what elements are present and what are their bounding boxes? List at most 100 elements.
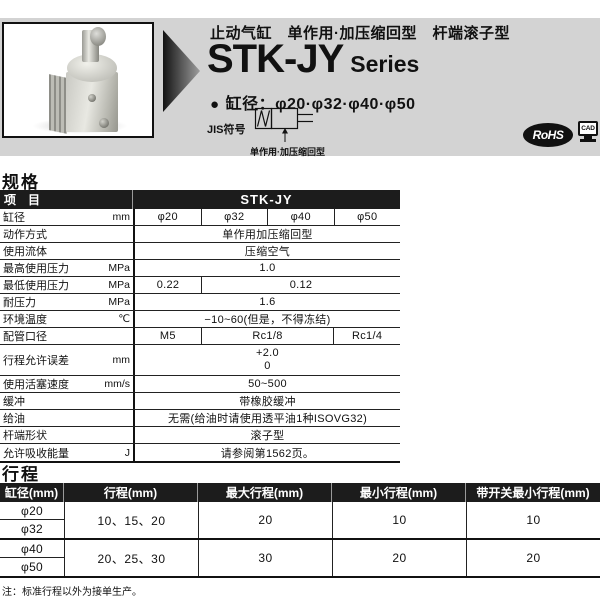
- spec-row-label: 缓冲: [3, 396, 25, 408]
- stroke-value-cell: 10: [332, 502, 466, 538]
- series-title: STK-JY Series: [207, 36, 419, 82]
- spec-row: 使用活塞速度 mm/s 50~500: [0, 376, 400, 393]
- spec-value-line: +2.0: [256, 347, 279, 359]
- spec-value-cell: φ32: [202, 209, 268, 225]
- spec-value-cell: Rc1/8: [202, 328, 335, 344]
- stroke-header-cell: 缸径(mm): [0, 483, 64, 502]
- spec-row-values: φ20 φ32 φ40 φ50: [133, 209, 400, 225]
- spec-header-series: STK-JY: [240, 192, 293, 207]
- stroke-table-header: 缸径(mm) 行程(mm) 最大行程(mm) 最小行程(mm) 带开关最小行程(mm): [0, 483, 600, 502]
- stroke-bore-cell: φ32: [20, 522, 44, 536]
- stroke-value-cell: 20、25、30: [64, 540, 198, 576]
- jis-label: JIS符号: [207, 124, 246, 136]
- spec-row-unit: MPa: [108, 279, 130, 291]
- series-word: Series: [350, 51, 420, 77]
- jis-cylinder-symbol-icon: [254, 107, 313, 142]
- spec-table-body: 缸径 mm φ20 φ32 φ40 φ50 动作方式 单作用加压缩回型 使用流体 压缩空气 最高使用…: [0, 209, 400, 461]
- spec-row: 允许吸收能量 J 请参阅第1562页。: [0, 444, 400, 461]
- spec-value-cell: 1.6: [259, 296, 276, 308]
- spec-row: 给油 无需(给油时请使用透平油1种ISOVG32): [0, 410, 400, 427]
- spec-row-label: 使用流体: [3, 246, 47, 258]
- stroke-bore-column: φ40 φ50: [0, 540, 64, 576]
- spec-value-line: 0: [264, 360, 271, 372]
- spec-value-cell: −10~60(但是，不得冻结): [204, 314, 331, 326]
- spec-value-cell: φ40: [268, 209, 335, 225]
- spec-row-label: 配管口径: [3, 331, 47, 343]
- stroke-value-cell: 20: [466, 540, 600, 576]
- spec-row-label: 使用活塞速度: [3, 379, 69, 391]
- spec-section-title: 规格: [2, 173, 40, 192]
- cad-monitor-stand: [584, 136, 592, 139]
- spec-row-values: 1.6: [133, 294, 400, 310]
- stroke-table-body: φ20 φ32 10、15、20 20 10 10 φ40 φ50 20、25、30 30 20 20: [0, 502, 600, 576]
- rohs-label: RoHS: [532, 128, 564, 142]
- cylinder-left-face: [49, 74, 67, 134]
- spec-row-label-cell: 允许吸收能量 J: [0, 444, 133, 461]
- spec-row: 最高使用压力 MPa 1.0: [0, 260, 400, 277]
- spec-row: 配管口径 M5 Rc1/8 Rc1/4: [0, 328, 400, 345]
- spec-row: 缓冲 带橡胶缓冲: [0, 393, 400, 410]
- arrow-graphic: [163, 30, 200, 112]
- spec-row-values: 无需(给油时请使用透平油1种ISOVG32): [133, 410, 400, 426]
- stroke-table: 缸径(mm) 行程(mm) 最大行程(mm) 最小行程(mm) 带开关最小行程(mm) …: [0, 483, 600, 578]
- spec-row: 最低使用压力 MPa 0.22 0.12: [0, 277, 400, 294]
- spec-row-label: 给油: [3, 413, 25, 425]
- cad-label: CAD: [581, 125, 595, 132]
- spec-row-label-cell: 环境温度 ℃: [0, 311, 133, 327]
- product-subtitle: 止动气缸 单作用·加压缩回型 杆端滚子型: [210, 25, 510, 42]
- cylinder-port: [88, 94, 96, 102]
- spec-row-values: 0.22 0.12: [133, 277, 400, 293]
- spec-value-cell: 滚子型: [250, 430, 285, 442]
- stroke-bore-cell: φ40: [0, 540, 64, 558]
- spec-value-cell: 0.12: [289, 279, 313, 291]
- spec-row-values: −10~60(但是，不得冻结): [133, 311, 400, 327]
- spec-row-unit: mm: [112, 354, 131, 366]
- spec-row-label-cell: 行程允许误差 mm: [0, 345, 133, 375]
- spec-row-label-cell: 缸径 mm: [0, 209, 133, 225]
- spec-row-values: 50~500: [133, 376, 400, 392]
- spec-value-cell: 无需(给油时请使用透平油1种ISOVG32): [167, 413, 368, 425]
- spec-row-label-cell: 给油: [0, 410, 133, 426]
- spec-row-unit: MPa: [108, 296, 130, 308]
- spec-row-unit: MPa: [108, 262, 130, 274]
- spec-row-label: 耐压力: [3, 297, 36, 309]
- spec-row-label: 行程允许误差: [3, 355, 69, 367]
- stroke-bore-cell: φ50: [20, 560, 44, 574]
- spec-row-label: 最高使用压力: [3, 263, 69, 275]
- stroke-value-cell: 10、15、20: [64, 502, 198, 538]
- spec-row-label-cell: 耐压力 MPa: [0, 294, 133, 310]
- spec-row-label-cell: 最低使用压力 MPa: [0, 277, 133, 293]
- spec-row-values: 单作用加压缩回型: [133, 226, 400, 242]
- stroke-value-cell: 10: [466, 502, 600, 538]
- spec-row-values: M5 Rc1/8 Rc1/4: [133, 328, 400, 344]
- spec-row-values: 1.0: [133, 260, 400, 276]
- spec-value-cell: φ20: [135, 209, 202, 225]
- spec-value-cell: 压缩空气: [244, 246, 291, 258]
- spec-row: 使用流体 压缩空气: [0, 243, 400, 260]
- spec-table-header: 项 目 STK-JY: [0, 190, 400, 209]
- spec-table: 项 目 STK-JY 缸径 mm φ20 φ32 φ40 φ50 动作方式 单作用加压缩回型使…: [0, 190, 400, 463]
- spec-row-label-cell: 杆端形状: [0, 427, 133, 443]
- bullet-icon: ●: [210, 96, 220, 113]
- spec-value-cell: 50~500: [248, 378, 287, 390]
- spec-row-label-cell: 最高使用压力 MPa: [0, 260, 133, 276]
- spec-row: 动作方式 单作用加压缩回型: [0, 226, 400, 243]
- cylinder-port: [99, 118, 109, 128]
- spec-row: 行程允许误差 mm +2.0 0: [0, 345, 400, 376]
- jis-caption: 单作用·加压缩回型: [250, 147, 325, 157]
- stroke-value-cell: 30: [198, 540, 332, 576]
- cylinder-roller: [90, 27, 106, 46]
- cylinder-body: [66, 72, 118, 132]
- spec-header-item: 项 目: [0, 190, 133, 209]
- spec-row-values: 带橡胶缓冲: [133, 393, 400, 409]
- spec-row-unit: mm: [112, 211, 131, 223]
- stroke-bore-column: φ20 φ32: [0, 502, 64, 538]
- stroke-header-cell: 最大行程(mm): [198, 483, 332, 502]
- spec-row: 耐压力 MPa 1.6: [0, 294, 400, 311]
- spec-row-unit: J: [124, 446, 130, 459]
- cad-badge-icon: CAD: [578, 121, 598, 142]
- spec-row-label: 缸径: [3, 212, 25, 224]
- spec-row-label: 允许吸收能量: [3, 447, 69, 460]
- spec-row-label-cell: 配管口径: [0, 328, 133, 344]
- spec-row-values: 请参阅第1562页。: [133, 444, 400, 461]
